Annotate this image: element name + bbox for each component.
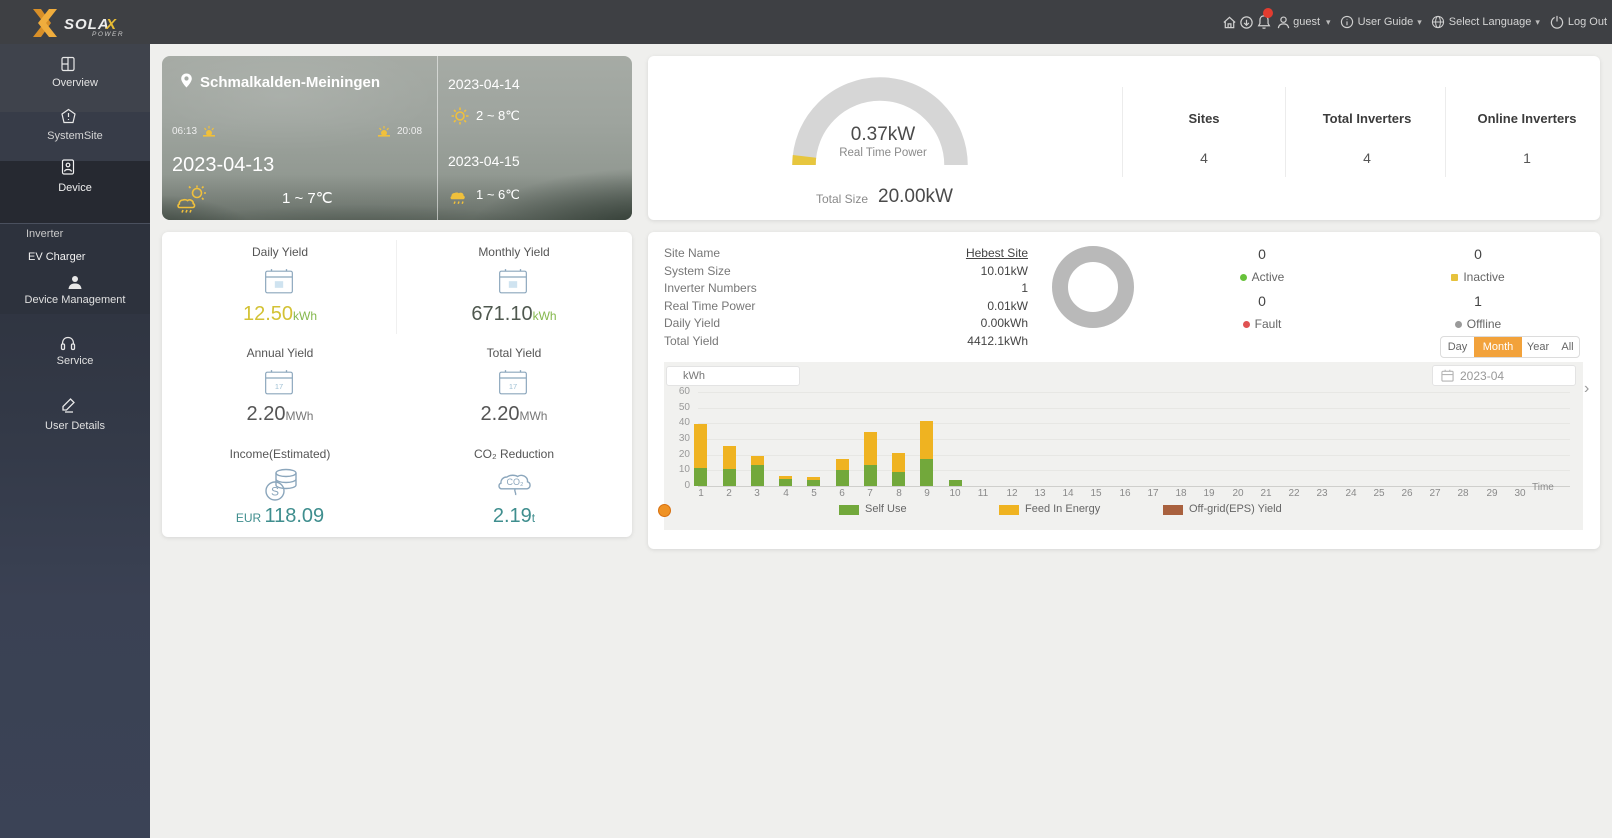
svg-text:S: S [271, 485, 279, 499]
svg-text:SOLA: SOLA [64, 16, 110, 33]
svg-text:POWER: POWER [92, 31, 124, 38]
svg-text:17: 17 [275, 382, 283, 391]
svg-text:17: 17 [509, 382, 517, 391]
svg-text:X: X [105, 16, 117, 33]
svg-text:CO₂: CO₂ [507, 477, 525, 487]
